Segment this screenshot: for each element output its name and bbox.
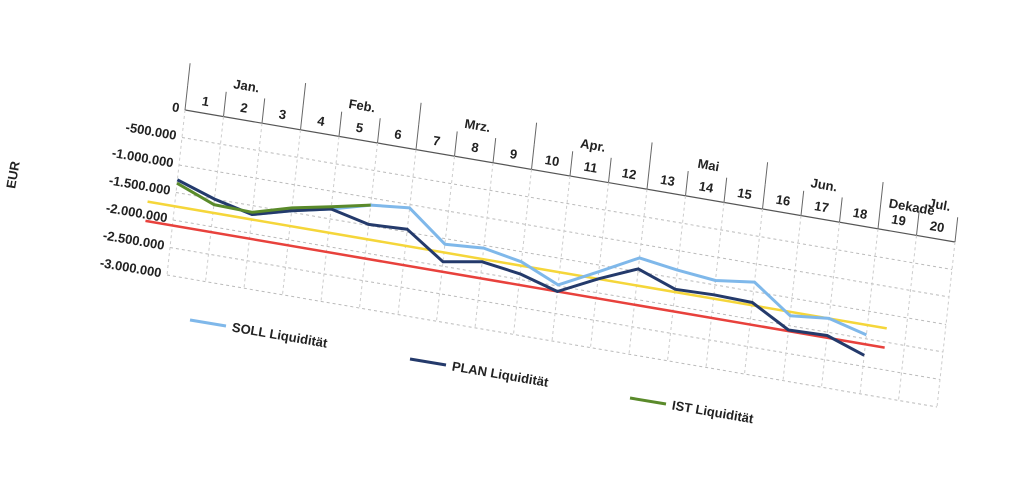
header-separator <box>646 164 651 190</box>
vertical-grid <box>397 149 417 315</box>
legend-label: SOLL Liquidität <box>231 320 329 351</box>
reference-line <box>145 219 885 349</box>
legend-swatch <box>189 318 227 328</box>
vertical-grid <box>243 123 263 289</box>
x-tick-label: 6 <box>393 126 403 142</box>
header-separator <box>184 85 189 111</box>
reference-line <box>147 200 887 330</box>
y-tick-label: -2.500.000 <box>102 228 166 253</box>
y-tick-label: 0 <box>171 99 181 115</box>
header-separator <box>762 184 766 210</box>
y-tick-label: -500.000 <box>125 119 178 142</box>
x-tick-label: 3 <box>278 106 288 122</box>
vertical-grid <box>898 235 917 401</box>
header-separator <box>415 124 420 150</box>
x-tick-label: 13 <box>659 172 676 189</box>
month-label: Feb. <box>348 96 377 115</box>
vertical-grid <box>551 175 571 342</box>
vertical-grid <box>782 215 802 381</box>
x-tick-label: 14 <box>698 178 716 195</box>
month-separator <box>418 102 422 125</box>
header-separator <box>800 190 805 216</box>
x-tick-label: 16 <box>775 192 792 209</box>
header-separator <box>338 111 343 137</box>
series-line <box>176 178 865 357</box>
vertical-grid <box>667 195 686 361</box>
vertical-grid <box>744 208 763 375</box>
header-separator <box>569 151 574 177</box>
month-separator <box>764 162 769 185</box>
header-separator <box>839 197 843 223</box>
grid-line <box>175 192 947 325</box>
header-separator <box>608 157 612 183</box>
x-tick-label: 1 <box>201 93 211 109</box>
vertical-grid <box>628 189 648 355</box>
month-label: Jun. <box>810 175 839 194</box>
vertical-grid <box>859 228 879 394</box>
x-tick-label: 19 <box>890 211 907 228</box>
x-tick-label: 8 <box>470 139 480 155</box>
month-separator <box>649 142 653 165</box>
vertical-grid <box>705 202 725 368</box>
legend-label: PLAN Liquidität <box>451 359 550 390</box>
header-separator <box>300 104 304 130</box>
x-tick-label: 4 <box>316 113 326 129</box>
header-separator <box>877 203 882 229</box>
x-tick-label: 7 <box>432 133 442 149</box>
vertical-grid <box>166 109 186 276</box>
x-tick-label: 18 <box>852 205 869 222</box>
x-tick-label: 5 <box>355 120 365 136</box>
y-axis-title: EUR <box>3 159 23 189</box>
header-separator <box>723 177 728 203</box>
vertical-grid <box>936 241 956 408</box>
legend-label: IST Liquidität <box>671 398 755 427</box>
x-tick-label: 9 <box>509 146 519 162</box>
header-separator <box>531 144 535 170</box>
x-tick-label: 15 <box>736 185 753 202</box>
y-tick-label: -3.000.000 <box>99 255 163 280</box>
vertical-grid <box>474 162 494 328</box>
month-separator <box>187 63 191 86</box>
y-tick-label: -1.000.000 <box>111 145 175 170</box>
month-label: Mai <box>697 156 721 174</box>
header-separator <box>261 98 266 124</box>
month-label: Mrz. <box>463 116 491 135</box>
month-separator <box>302 82 307 106</box>
legend-swatch <box>409 357 447 367</box>
x-tick-label: 12 <box>621 165 638 182</box>
vertical-grid <box>205 116 224 282</box>
vertical-grid <box>282 129 301 295</box>
header-separator <box>916 210 920 236</box>
month-label: Jul. <box>927 195 952 214</box>
header-separator <box>492 137 497 163</box>
vertical-grid <box>436 156 455 322</box>
vertical-grid <box>821 222 840 388</box>
header-separator <box>223 91 227 117</box>
grid-line <box>166 274 938 408</box>
header-separator <box>685 170 689 196</box>
header-separator <box>954 217 959 243</box>
x-tick-label: 2 <box>239 100 249 116</box>
x-tick-label: 17 <box>813 198 830 215</box>
month-label: Jan. <box>232 76 260 95</box>
header-separator <box>454 131 458 157</box>
x-tick-label: 11 <box>583 159 599 176</box>
month-separator <box>880 181 884 205</box>
month-separator <box>533 122 538 145</box>
y-tick-label: -1.500.000 <box>108 173 172 198</box>
series-line <box>176 181 371 214</box>
x-tick-label: 20 <box>929 218 946 235</box>
vertical-grid <box>590 182 609 348</box>
grid-line <box>181 137 953 270</box>
header-separator <box>377 118 381 144</box>
vertical-grid <box>359 142 378 309</box>
vertical-grid <box>320 136 340 302</box>
vertical-grid <box>513 169 532 335</box>
x-tick-label: 10 <box>544 152 561 169</box>
month-label: Apr. <box>579 136 606 155</box>
legend-swatch <box>629 396 667 406</box>
